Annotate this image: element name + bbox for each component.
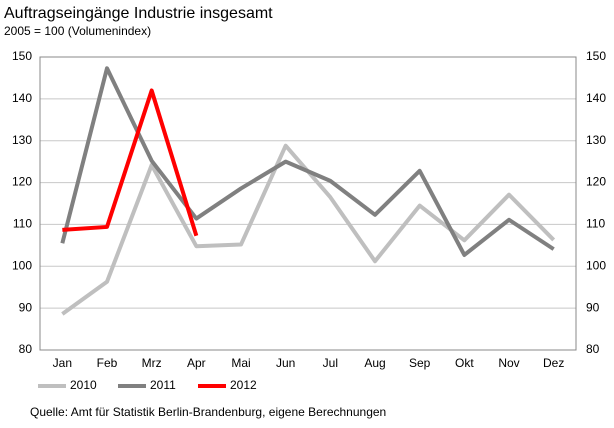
y-tick-label: 130 — [12, 133, 32, 147]
y2-tick-label: 100 — [586, 258, 606, 272]
y2-tick-label: 80 — [586, 342, 600, 356]
y-tick-label: 100 — [12, 258, 32, 272]
legend-label: 2012 — [230, 378, 257, 392]
x-tick-label: Mai — [231, 356, 250, 370]
x-tick-label: Jun — [276, 356, 295, 370]
y-tick-label: 90 — [19, 300, 33, 314]
y2-tick-label: 90 — [586, 300, 600, 314]
x-tick-label: Dez — [543, 356, 564, 370]
legend-label: 2011 — [150, 378, 176, 392]
y-tick-label: 110 — [13, 217, 32, 231]
x-tick-label: Jan — [53, 356, 72, 370]
x-tick-label: Sep — [409, 356, 431, 370]
y2-tick-label: 120 — [586, 175, 606, 189]
plot-frame — [39, 56, 577, 351]
x-tick-label: Jul — [323, 356, 338, 370]
x-tick-label: Feb — [97, 356, 118, 370]
series-line — [60, 66, 555, 257]
y2-tick-label: 150 — [586, 49, 606, 63]
y-tick-label: 150 — [12, 49, 32, 63]
x-tick-label: Nov — [498, 356, 519, 370]
y2-tick-label: 130 — [586, 133, 606, 147]
source-note: Quelle: Amt für Statistik Berlin-Branden… — [30, 405, 386, 419]
series-line — [62, 88, 199, 237]
x-tick-label: Apr — [187, 356, 206, 370]
y-tick-label: 120 — [12, 175, 32, 189]
x-tick-label: Okt — [455, 356, 474, 370]
legend-label: 2010 — [70, 378, 97, 392]
y2-tick-label: 140 — [586, 91, 606, 105]
chart-subtitle: 2005 = 100 (Volumenindex) — [4, 24, 151, 38]
y2-tick-label: 110 — [586, 217, 605, 231]
x-tick-label: Mrz — [142, 356, 162, 370]
chart-title: Auftragseingänge Industrie insgesamt — [4, 5, 273, 22]
y-tick-label: 80 — [19, 342, 33, 356]
x-tick-label: Aug — [364, 356, 385, 370]
y-tick-label: 140 — [12, 91, 32, 105]
